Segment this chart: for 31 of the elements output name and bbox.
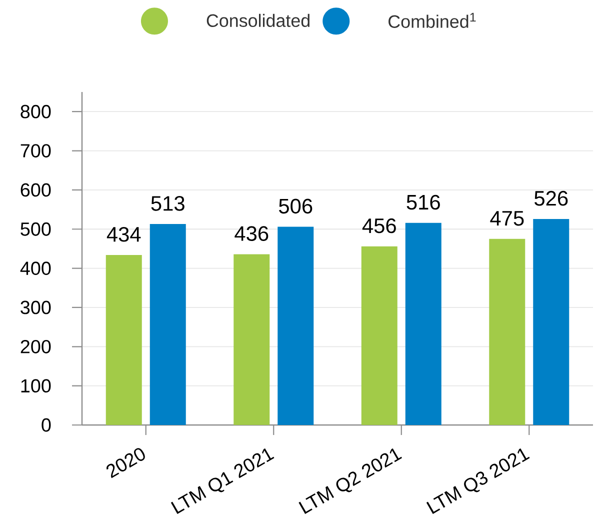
x-tick-label: LTM Q3 2021	[426, 448, 530, 514]
data-label: 516	[406, 194, 440, 210]
bar	[234, 254, 270, 425]
bar	[278, 226, 314, 425]
data-label: 475	[490, 211, 524, 226]
bar	[489, 238, 526, 425]
y-tick-label: 500	[20, 222, 51, 236]
y-tick-label: 0	[42, 418, 51, 432]
x-tick-label: LTM Q1 2021	[170, 448, 274, 514]
data-label: 506	[279, 198, 312, 214]
legend-label: Combined$^{1}$	[388, 12, 476, 28]
data-label: 526	[534, 190, 568, 206]
bar	[405, 222, 442, 425]
data-label: 513	[151, 196, 184, 211]
y-tick-label: 200	[20, 340, 51, 354]
y-tick-label: 400	[20, 262, 51, 275]
bar	[533, 218, 570, 425]
data-label: 434	[106, 226, 141, 242]
bar	[150, 224, 186, 425]
y-tick-label: 100	[21, 379, 51, 393]
bar	[106, 254, 142, 425]
x-tick-label: 2020	[106, 448, 145, 478]
y-tick-label: 600	[20, 183, 51, 197]
x-tick-label: LTM Q2 2021	[298, 448, 402, 514]
data-label: 436	[234, 226, 268, 241]
y-tick-label: 700	[20, 144, 51, 158]
bar	[361, 246, 398, 425]
y-tick-label: 300	[20, 300, 51, 314]
legend-label: Consolidated	[206, 14, 310, 28]
y-tick-label: 800	[20, 104, 51, 118]
data-label: 456	[362, 218, 396, 234]
